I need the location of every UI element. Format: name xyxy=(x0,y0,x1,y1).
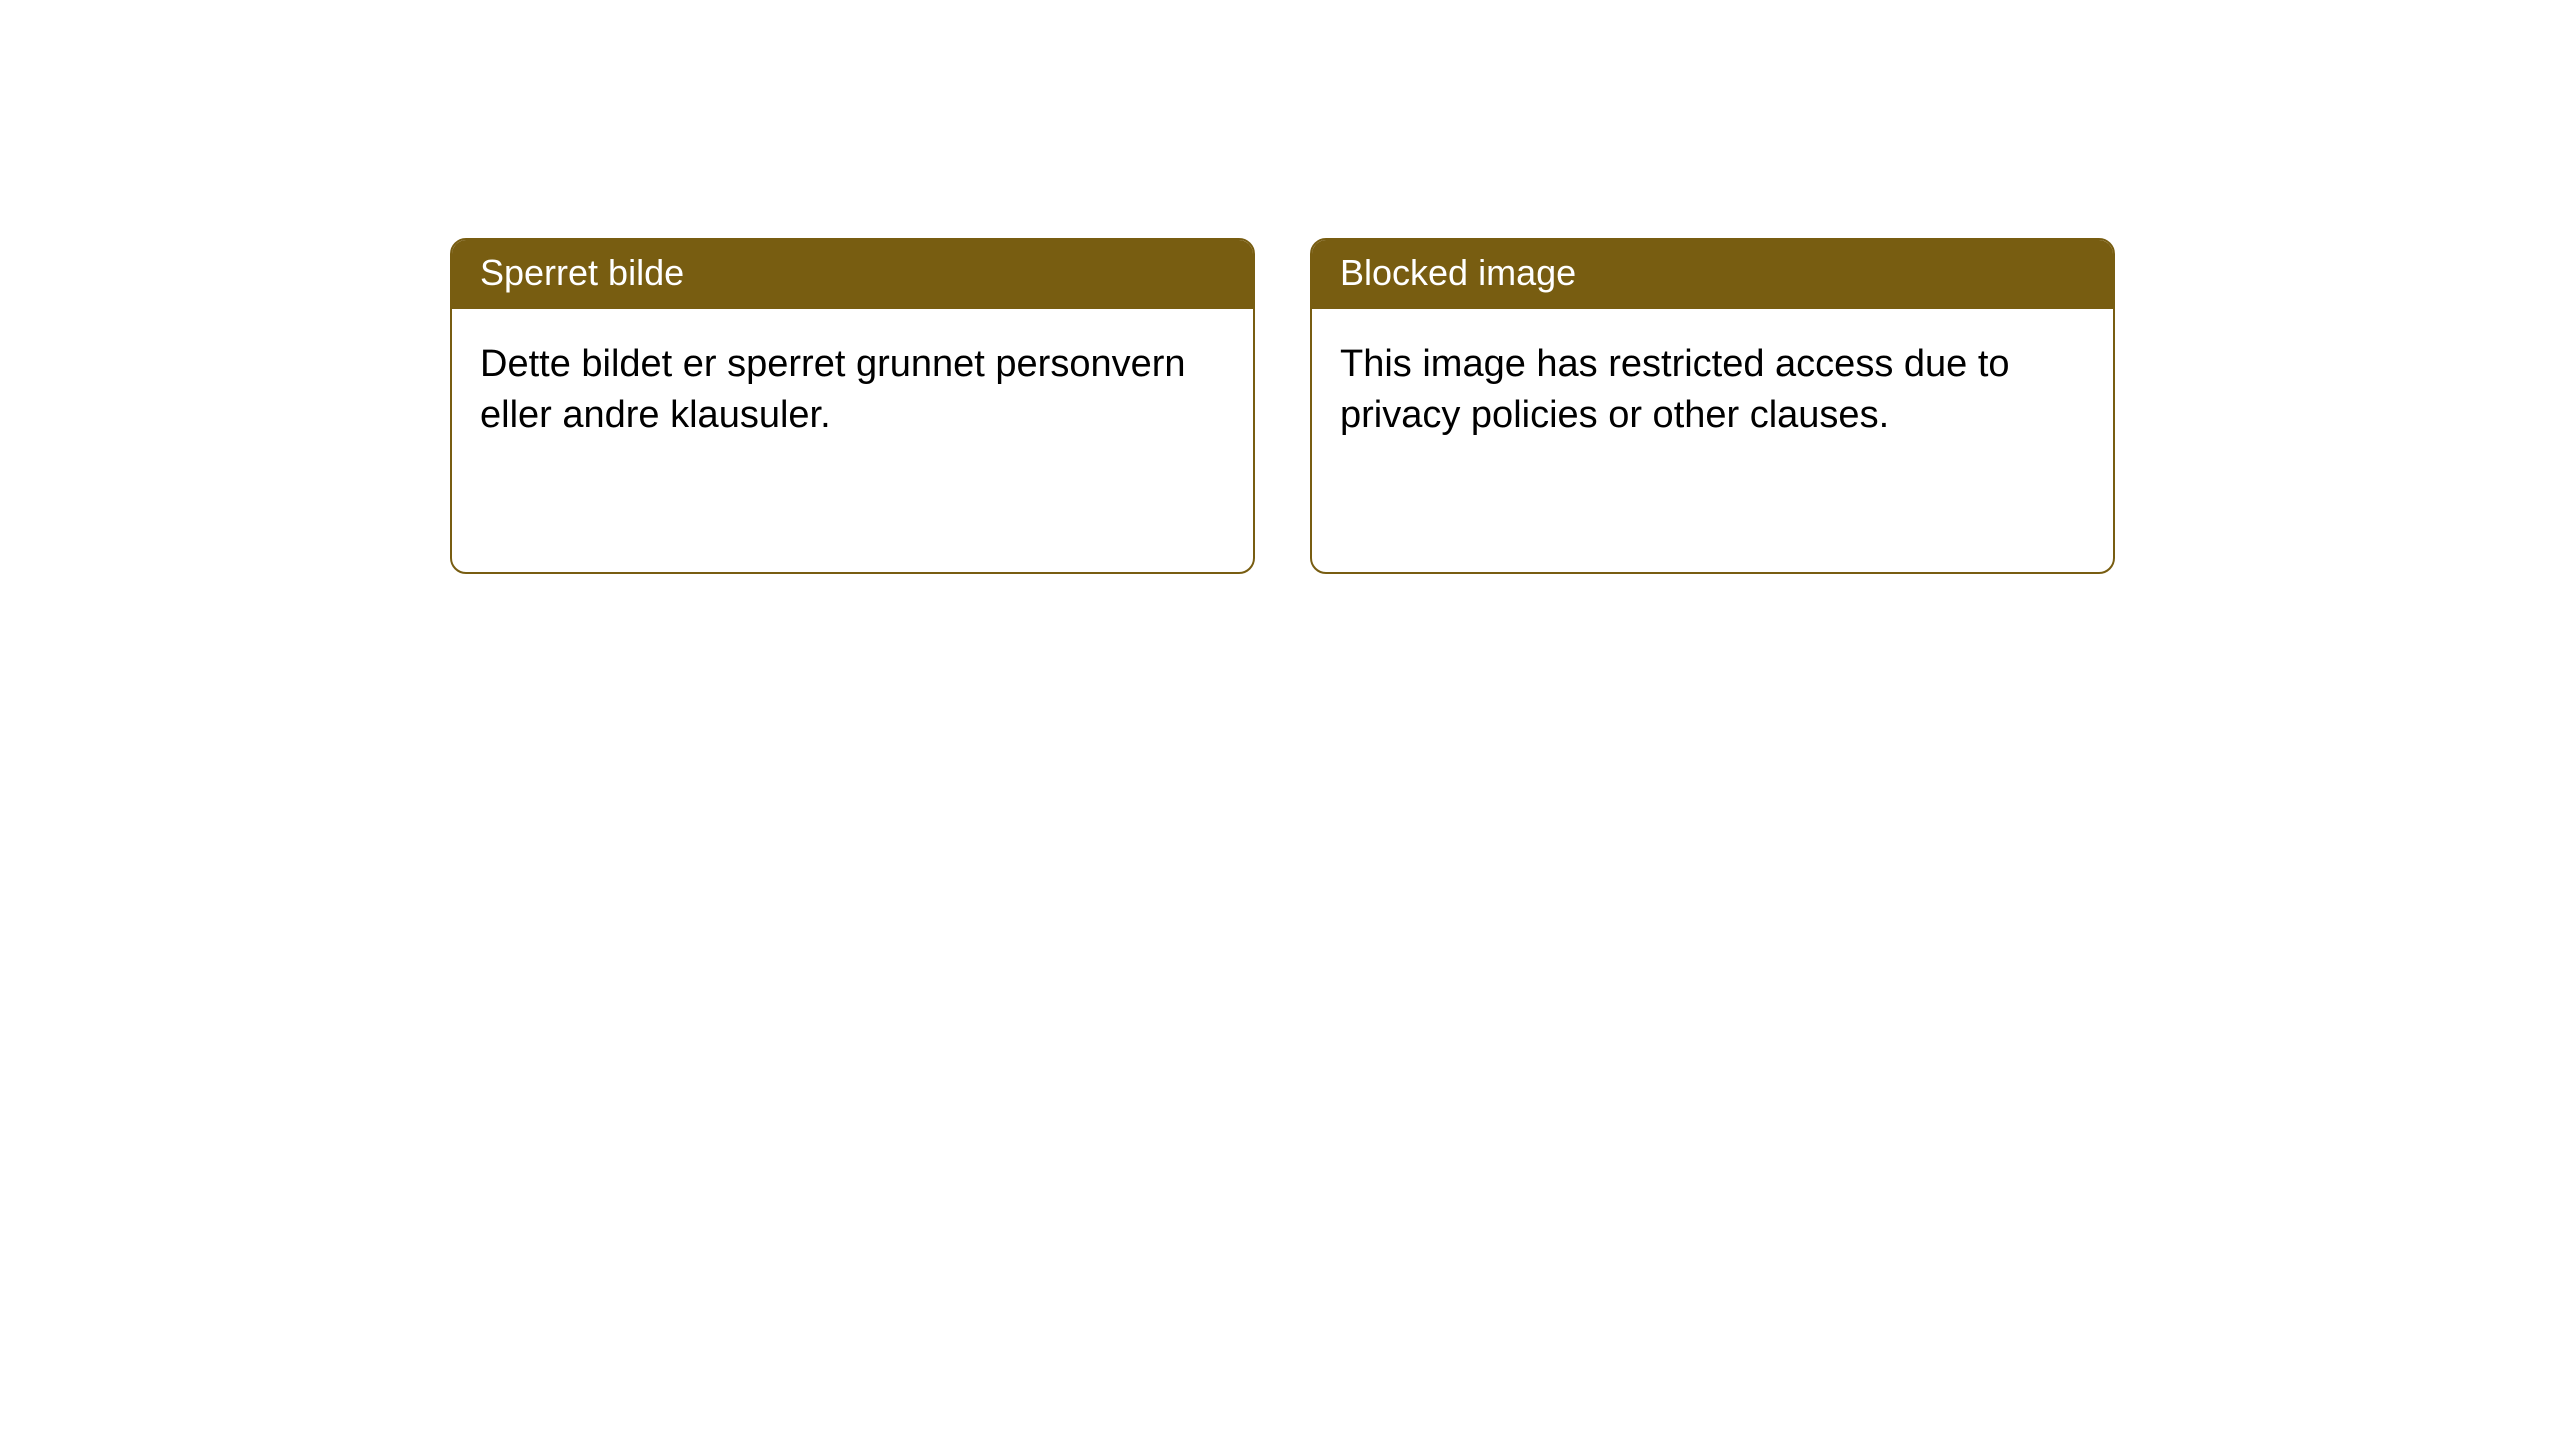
notice-title-en: Blocked image xyxy=(1312,240,2113,309)
notice-title-no: Sperret bilde xyxy=(452,240,1253,309)
notice-container: Sperret bilde Dette bildet er sperret gr… xyxy=(0,0,2560,574)
notice-card-no: Sperret bilde Dette bildet er sperret gr… xyxy=(450,238,1255,574)
notice-body-no: Dette bildet er sperret grunnet personve… xyxy=(452,309,1253,472)
notice-body-en: This image has restricted access due to … xyxy=(1312,309,2113,472)
notice-card-en: Blocked image This image has restricted … xyxy=(1310,238,2115,574)
